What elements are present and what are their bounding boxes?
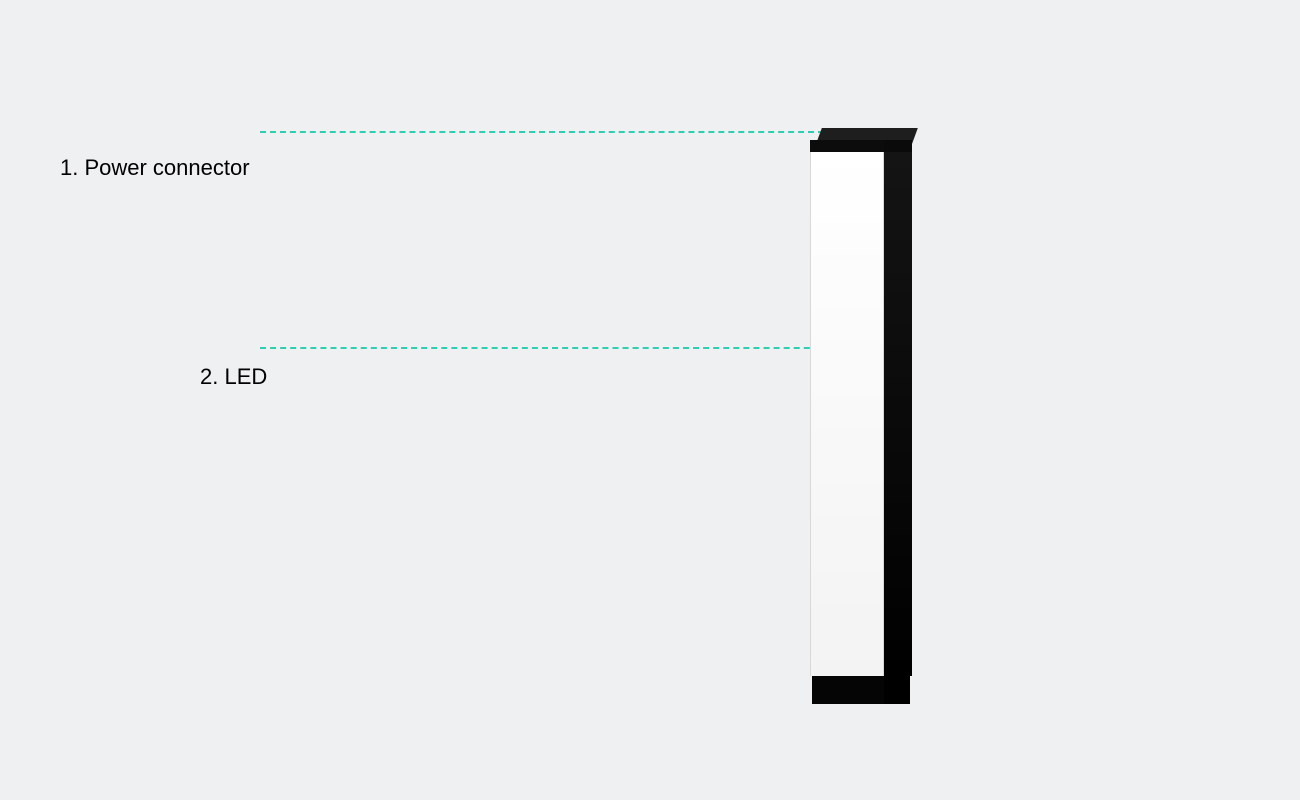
product-top-cap-left-face xyxy=(810,140,884,152)
label-power-connector: 1. Power connector xyxy=(60,155,250,181)
product-illustration xyxy=(810,128,912,704)
diagram-canvas: 1. Power connector 2. LED xyxy=(0,0,1300,800)
leader-line-led xyxy=(260,347,840,349)
leader-line-power-connector xyxy=(260,131,824,133)
product-top-cap-right-face xyxy=(884,140,912,152)
product-side-panel xyxy=(884,152,912,676)
label-led: 2. LED xyxy=(200,364,267,390)
label-led-text: 2. LED xyxy=(200,364,267,389)
product-base-side xyxy=(884,676,910,704)
product-front-panel xyxy=(810,152,884,676)
label-power-connector-text: 1. Power connector xyxy=(60,155,250,180)
product-base-front xyxy=(812,676,884,704)
